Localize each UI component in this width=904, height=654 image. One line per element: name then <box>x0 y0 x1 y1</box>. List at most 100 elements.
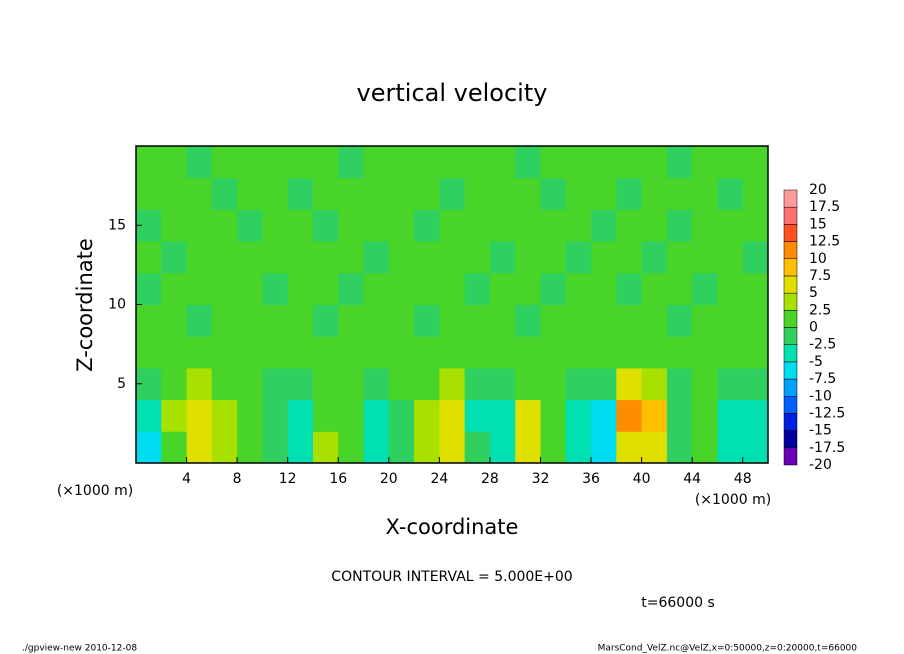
colorbar-swatch <box>783 292 798 311</box>
heat-cell <box>717 304 744 337</box>
heat-cell <box>717 177 744 210</box>
heat-cell <box>464 304 491 337</box>
heat-cell <box>388 272 415 305</box>
heat-cell <box>312 146 339 179</box>
heat-cell <box>565 304 592 337</box>
heat-cell <box>591 272 617 305</box>
heat-cell <box>591 431 617 464</box>
heat-cell <box>287 399 314 432</box>
heat-cell <box>616 241 643 274</box>
footer: MarsCond_VelZ.nc@VelZ,x=0:50000,z=0:2000… <box>598 644 858 654</box>
heat-cell <box>338 336 365 369</box>
heat-cell <box>287 304 314 337</box>
heat-cell <box>489 367 516 401</box>
heat-cell <box>363 272 390 305</box>
x-tick-label: 36 <box>582 471 600 487</box>
heat-cell <box>489 241 516 274</box>
heat-cell <box>464 146 491 179</box>
heat-cell <box>742 209 769 242</box>
heat-cell <box>237 272 263 305</box>
colorbar-label: 0 <box>809 320 818 336</box>
heat-cell <box>515 399 541 432</box>
heat-cell <box>186 304 213 337</box>
colorbar-label: -5 <box>809 354 823 370</box>
heat-cell <box>161 177 188 210</box>
heat-cell <box>287 241 314 274</box>
colorbar-swatch <box>783 258 798 277</box>
heat-cell <box>616 177 643 210</box>
heat-cell <box>515 304 541 337</box>
heat-cell <box>388 209 415 242</box>
heat-cell <box>641 399 668 432</box>
heat-cell <box>237 209 263 242</box>
annotation: CONTOUR INTERVAL = 5.000E+00 <box>331 569 572 585</box>
heat-cell <box>515 241 541 274</box>
heat-cell <box>338 304 365 337</box>
x-tick-label: 48 <box>734 471 752 487</box>
colorbar-swatch <box>783 378 798 397</box>
heat-cell <box>287 431 314 464</box>
colorbar-label: -2.5 <box>809 337 836 353</box>
heat-cell <box>515 367 541 401</box>
heat-cell <box>742 399 769 432</box>
heat-cell <box>742 241 769 274</box>
heat-cell <box>388 431 415 464</box>
y-axis-label: Z-coordinate <box>73 238 97 372</box>
heat-cell <box>692 399 718 432</box>
heat-cell <box>666 146 693 179</box>
heat-cell <box>641 336 668 369</box>
x-unit-label: (×1000 m) <box>695 492 771 508</box>
heat-cell <box>439 177 466 210</box>
heat-cell <box>742 177 769 210</box>
heat-cell <box>591 367 617 401</box>
colorbar-label: -10 <box>809 388 832 404</box>
heat-cell <box>565 209 592 242</box>
heat-cell <box>136 399 162 432</box>
x-tick-label: 28 <box>481 471 499 487</box>
heat-cell <box>489 177 516 210</box>
heat-cell <box>540 304 567 337</box>
heat-cell <box>237 304 263 337</box>
heat-cell <box>464 399 491 432</box>
heat-cell <box>262 209 289 242</box>
heat-cell <box>641 304 668 337</box>
heat-cell <box>464 336 491 369</box>
heat-cell <box>515 146 541 179</box>
heat-cell <box>616 304 643 337</box>
x-tick-label: 32 <box>532 471 550 487</box>
annotation: t=66000 s <box>641 595 715 611</box>
heat-cell <box>515 209 541 242</box>
heat-cell <box>439 367 466 401</box>
heat-cell <box>237 431 263 464</box>
heat-cell <box>312 209 339 242</box>
heat-cell <box>287 177 314 210</box>
y-tick-label: 10 <box>108 297 126 313</box>
heat-cell <box>540 177 567 210</box>
heat-cell <box>363 146 390 179</box>
heat-cell <box>161 431 188 464</box>
heat-cell <box>388 399 415 432</box>
heat-cell <box>414 304 440 337</box>
heat-cell <box>338 209 365 242</box>
heat-cell <box>363 399 390 432</box>
heat-cell <box>262 336 289 369</box>
heat-cell <box>136 431 162 464</box>
heat-cell <box>211 367 238 401</box>
heat-cell <box>464 367 491 401</box>
colorbar-swatch <box>783 275 798 294</box>
x-tick-label: 44 <box>683 471 701 487</box>
heat-cell <box>211 272 238 305</box>
heat-cell <box>717 431 744 464</box>
heat-cell <box>565 241 592 274</box>
heat-cell <box>591 304 617 337</box>
heat-cell <box>439 304 466 337</box>
colorbar-swatch <box>783 206 798 225</box>
heat-cell <box>616 146 643 179</box>
heat-cell <box>414 431 440 464</box>
x-tick-label: 40 <box>633 471 651 487</box>
heat-cell <box>338 241 365 274</box>
heat-cell <box>136 336 162 369</box>
heat-cell <box>742 431 769 464</box>
heat-cell <box>616 431 643 464</box>
heat-cell <box>338 431 365 464</box>
